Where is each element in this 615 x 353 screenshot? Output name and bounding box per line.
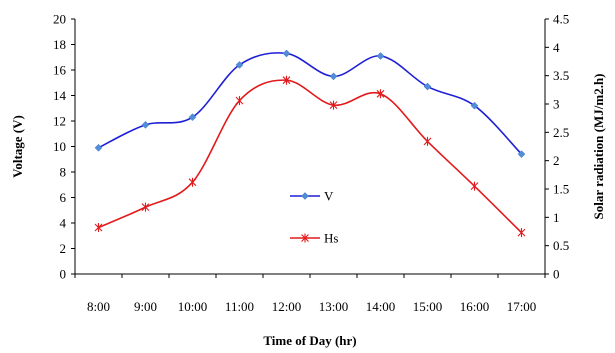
right-y-tick-label: 3 (553, 97, 560, 112)
data-point-v (141, 120, 150, 129)
data-point-v (188, 113, 197, 122)
left-y-tick-label: 0 (60, 267, 67, 282)
right-y-tick-label: 2.5 (553, 125, 569, 140)
data-point-hs (470, 181, 479, 191)
data-point-hs (141, 202, 150, 212)
legend: V Hs (290, 189, 338, 246)
right-y-tick-label: 2 (553, 153, 560, 168)
data-point-hs (235, 96, 244, 106)
x-axis-title: Time of Day (hr) (263, 333, 356, 348)
series-line-v (98, 52, 523, 155)
legend-marker-hs (301, 233, 309, 243)
left-y-tick-label: 18 (53, 37, 66, 52)
x-tick-label: 9:00 (134, 299, 157, 314)
right-y-tick-label: 4.5 (553, 12, 569, 27)
x-tick-label: 17:00 (507, 299, 537, 314)
x-tick-label: 11:00 (225, 299, 254, 314)
data-point-v (423, 82, 432, 91)
data-point-hs (94, 223, 103, 233)
left-y-tick-label: 10 (53, 139, 66, 154)
left-y-tick-label: 2 (60, 241, 67, 256)
axes-layer (74, 19, 546, 275)
data-point-v (376, 52, 385, 60)
legend-label-v: V (324, 189, 334, 204)
left-y-tick-label: 8 (60, 165, 67, 180)
left-y-axis-title: Voltage (V) (10, 115, 25, 178)
x-tick-label: 16:00 (460, 299, 490, 314)
legend-entry-hs: Hs (290, 231, 338, 246)
x-tick-label: 8:00 (87, 299, 110, 314)
right-y-tick-label: 3.5 (553, 68, 569, 83)
ticks-layer: 0 2 4 6 8 10 12 14 16 18 20 0 0.5 1 1.5 2 2.5 3 3.5 4 4.5 8:0… (53, 12, 569, 315)
right-y-axis-title: Solar radiation (MJ/m2.h) (591, 73, 606, 219)
data-point-v (282, 49, 291, 58)
left-y-tick-label: 14 (53, 88, 67, 103)
x-tick-label: 15:00 (413, 299, 443, 314)
right-y-tick-label: 0 (553, 267, 560, 282)
right-y-tick-label: 1.5 (553, 182, 569, 197)
x-tick-label: 13:00 (319, 299, 349, 314)
data-point-hs (423, 136, 432, 146)
right-y-tick-label: 4 (553, 40, 560, 55)
x-tick-label: 12:00 (272, 299, 302, 314)
x-tick-label: 10:00 (178, 299, 208, 314)
data-point-hs (282, 75, 291, 85)
data-point-v (470, 101, 479, 110)
legend-label-hs: Hs (324, 231, 338, 246)
right-y-tick-label: 1 (553, 210, 560, 225)
data-point-hs (329, 100, 338, 110)
left-y-tick-label: 6 (60, 190, 67, 205)
legend-entry-v: V (290, 189, 334, 204)
data-point-hs (517, 228, 526, 238)
right-y-tick-label: 0.5 (553, 238, 569, 253)
data-point-hs (188, 177, 197, 187)
data-point-v (517, 150, 526, 159)
series-layer (94, 49, 526, 238)
data-point-v (235, 61, 244, 69)
left-y-tick-label: 12 (53, 114, 66, 129)
data-point-v (94, 143, 103, 152)
data-point-v (329, 72, 338, 81)
x-tick-label: 14:00 (366, 299, 396, 314)
left-y-tick-label: 16 (53, 63, 67, 78)
left-y-tick-label: 20 (53, 12, 66, 27)
series-line-hs (98, 79, 523, 234)
left-y-tick-label: 4 (60, 216, 67, 231)
legend-marker-v (301, 192, 309, 200)
data-point-hs (376, 89, 385, 99)
